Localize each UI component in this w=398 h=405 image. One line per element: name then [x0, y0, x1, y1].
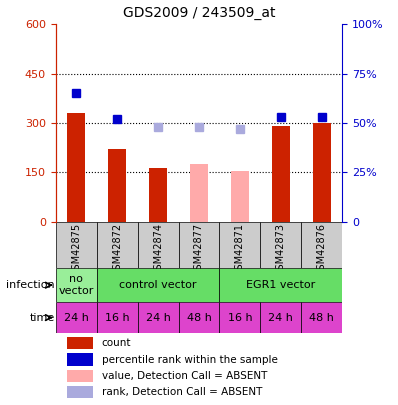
Bar [138, 302, 179, 333]
Text: rank, Detection Call = ABSENT: rank, Detection Call = ABSENT [101, 387, 262, 397]
Bar [260, 222, 301, 268]
Text: GSM42874: GSM42874 [153, 223, 163, 276]
Bar [312, 123, 331, 222]
Text: GSM42873: GSM42873 [276, 223, 286, 276]
Bar [219, 268, 342, 302]
Bar [219, 302, 260, 333]
Bar [56, 302, 97, 333]
Bar [97, 222, 138, 268]
Text: 48 h: 48 h [187, 313, 211, 323]
Bar [219, 222, 260, 268]
Text: 24 h: 24 h [268, 313, 293, 323]
Text: control vector: control vector [119, 280, 197, 290]
Text: count: count [101, 338, 131, 348]
Bar [190, 164, 208, 222]
Text: value, Detection Call = ABSENT: value, Detection Call = ABSENT [101, 371, 267, 381]
Title: GDS2009 / 243509_at: GDS2009 / 243509_at [123, 6, 275, 21]
Bar [272, 126, 290, 222]
Text: percentile rank within the sample: percentile rank within the sample [101, 354, 277, 364]
Text: 24 h: 24 h [146, 313, 170, 323]
Bar [149, 168, 167, 222]
Text: GSM42877: GSM42877 [194, 223, 204, 276]
Bar [67, 113, 86, 222]
Bar [67, 386, 93, 398]
Bar [179, 302, 219, 333]
Text: 24 h: 24 h [64, 313, 89, 323]
Bar [67, 337, 93, 350]
Bar [56, 222, 97, 268]
Bar [138, 222, 179, 268]
Text: EGR1 vector: EGR1 vector [246, 280, 316, 290]
Text: time: time [30, 313, 55, 323]
Text: 48 h: 48 h [309, 313, 334, 323]
Text: GSM42875: GSM42875 [71, 223, 81, 276]
Bar [231, 171, 249, 222]
Text: 16 h: 16 h [105, 313, 129, 323]
Bar [97, 302, 138, 333]
Bar [301, 302, 342, 333]
Bar [108, 149, 126, 222]
Bar [179, 222, 219, 268]
Bar [260, 302, 301, 333]
Text: GSM42872: GSM42872 [112, 223, 122, 276]
Bar [67, 354, 93, 366]
Text: infection: infection [6, 280, 55, 290]
Text: 16 h: 16 h [228, 313, 252, 323]
Text: no
vector: no vector [59, 274, 94, 296]
Bar [301, 222, 342, 268]
Bar [56, 268, 97, 302]
Text: GSM42871: GSM42871 [235, 223, 245, 276]
Text: GSM42876: GSM42876 [317, 223, 327, 276]
Bar [67, 370, 93, 382]
Bar [97, 268, 219, 302]
